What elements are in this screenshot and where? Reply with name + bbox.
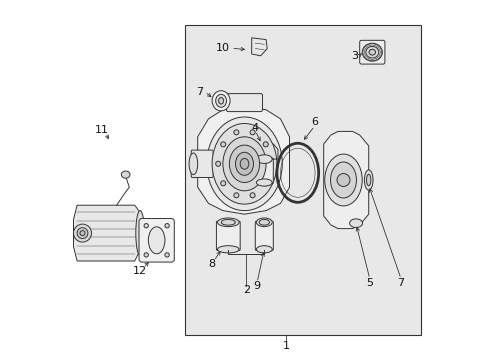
FancyBboxPatch shape [255,221,273,251]
Ellipse shape [136,211,144,256]
Circle shape [268,161,273,166]
Polygon shape [323,131,368,229]
Ellipse shape [240,158,248,169]
Circle shape [233,193,239,198]
Ellipse shape [324,154,362,206]
Circle shape [336,174,349,186]
Circle shape [249,130,255,135]
Ellipse shape [217,246,239,253]
Circle shape [77,228,88,238]
Ellipse shape [212,123,276,204]
FancyBboxPatch shape [139,219,174,262]
Ellipse shape [235,152,253,175]
Ellipse shape [349,219,362,228]
Circle shape [220,181,225,186]
Circle shape [263,142,268,147]
Ellipse shape [256,218,272,227]
Ellipse shape [256,246,272,253]
Text: 1: 1 [282,341,289,351]
Text: 2: 2 [242,285,249,295]
Ellipse shape [229,145,259,183]
Ellipse shape [221,220,235,225]
Ellipse shape [259,220,269,225]
Ellipse shape [218,98,223,104]
Ellipse shape [148,227,164,254]
Text: 5: 5 [366,278,372,288]
Circle shape [80,231,85,236]
Ellipse shape [362,43,382,61]
Ellipse shape [368,49,375,55]
Polygon shape [251,38,266,56]
Circle shape [164,253,169,257]
Ellipse shape [366,174,370,186]
Text: 7: 7 [196,87,203,97]
Text: 6: 6 [310,117,318,127]
Text: 7: 7 [397,278,404,288]
Ellipse shape [365,46,378,58]
Polygon shape [197,106,289,214]
Ellipse shape [121,171,130,178]
Circle shape [249,193,255,198]
Circle shape [263,181,268,186]
Text: 12: 12 [133,266,147,276]
Ellipse shape [256,179,272,186]
Bar [185,25,420,335]
Ellipse shape [223,137,265,191]
Text: 8: 8 [207,258,215,269]
Ellipse shape [364,170,372,190]
Text: 10: 10 [215,43,229,53]
FancyBboxPatch shape [216,221,240,251]
Text: 3: 3 [350,51,357,61]
Circle shape [164,224,169,228]
FancyBboxPatch shape [255,158,273,184]
Circle shape [220,142,225,147]
Ellipse shape [206,117,282,211]
Circle shape [144,224,148,228]
Ellipse shape [189,153,197,175]
Circle shape [233,130,239,135]
Ellipse shape [330,162,356,198]
Polygon shape [73,205,140,261]
FancyBboxPatch shape [226,94,262,112]
FancyBboxPatch shape [359,40,384,64]
FancyBboxPatch shape [191,150,213,177]
Circle shape [73,224,91,242]
Circle shape [215,161,220,166]
Ellipse shape [256,155,272,163]
Ellipse shape [215,94,226,107]
Circle shape [144,253,148,257]
Text: 11: 11 [95,125,109,135]
Ellipse shape [217,218,239,227]
Text: 4: 4 [251,123,258,133]
Ellipse shape [212,91,230,111]
Text: 9: 9 [253,281,260,291]
